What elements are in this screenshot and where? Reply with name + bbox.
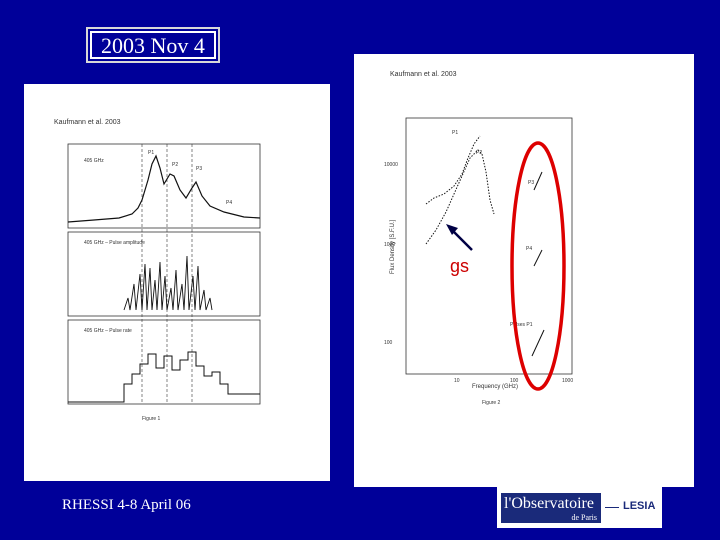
peak-label-p4: P4 <box>226 200 232 206</box>
spectrum-p1 <box>425 135 481 205</box>
slide-footer: RHESSI 4-8 April 06 <box>62 497 191 513</box>
flux-plot-frame <box>67 143 261 229</box>
x-tick-100: 100 <box>510 378 519 384</box>
amplitude-plot-frame <box>67 231 261 317</box>
right-figure-citation: Kaufmann et al. 2003 <box>390 71 457 78</box>
right-figure-caption: Figure 2 <box>482 400 501 406</box>
amplitude-spikes <box>123 255 213 311</box>
curve-label-p2: P2 <box>476 150 482 156</box>
right-xlabel: Frequency (GHz) <box>472 384 518 390</box>
logo-name: l'Observatoire <box>504 495 594 512</box>
panel-label-1: 405 GHz <box>84 158 104 164</box>
peak-label-p2: P2 <box>172 162 178 168</box>
y-tick-10000: 10000 <box>384 162 398 168</box>
left-figure-svg: Kaufmann et al. 2003 405 GHz 405 GHz – P… <box>54 119 261 422</box>
y-tick-100: 100 <box>384 340 393 346</box>
curve-label-p4: P4 <box>526 246 532 252</box>
p3-segment <box>533 171 543 191</box>
logo-sub: de Paris <box>571 513 597 522</box>
peak-label-p3: P3 <box>196 166 202 172</box>
right-figure-panel: Kaufmann et al. 2003 Flux Density [S.F.U… <box>354 54 694 487</box>
right-ylabel: Flux Density [S.F.U.] <box>390 219 396 274</box>
rate-histogram <box>68 351 260 403</box>
lesia-label: LESIA <box>623 500 656 512</box>
curve-label-pulses: Pulses P1 <box>510 322 533 328</box>
spectrum-p2 <box>425 149 495 245</box>
observatoire-logo: l'Observatoire de Paris LESIA <box>497 487 662 528</box>
gs-annotation: gs <box>450 256 469 276</box>
right-figure-svg: Kaufmann et al. 2003 Flux Density [S.F.U… <box>384 71 573 406</box>
y-tick-1000: 1000 <box>384 242 395 248</box>
left-figure-panel: Kaufmann et al. 2003 405 GHz 405 GHz – P… <box>24 84 330 481</box>
flux-curve <box>67 154 261 223</box>
gs-arrow-head <box>446 224 458 235</box>
pulses-segment <box>531 329 545 357</box>
peak-label-p1: P1 <box>148 150 154 156</box>
highlight-ellipse <box>510 141 566 391</box>
x-tick-10: 10 <box>454 378 460 384</box>
x-tick-1000: 1000 <box>562 378 573 384</box>
curve-label-p3: P3 <box>528 180 534 186</box>
spectrum-plot-frame <box>405 117 573 375</box>
logo-separator <box>605 507 619 508</box>
panel-label-2: 405 GHz – Pulse amplitude <box>84 240 145 246</box>
panel-label-3: 405 GHz – Pulse rate <box>84 328 132 334</box>
p4-segment <box>533 249 543 267</box>
observatoire-mark: l'Observatoire de Paris <box>501 493 601 523</box>
slide-title: 2003 Nov 4 <box>90 31 216 59</box>
curve-label-p1: P1 <box>452 130 458 136</box>
slide-title-box: 2003 Nov 4 <box>86 27 220 63</box>
left-figure-citation: Kaufmann et al. 2003 <box>54 119 121 126</box>
left-figure-caption: Figure 1 <box>142 416 161 422</box>
rate-plot-frame <box>67 319 261 405</box>
